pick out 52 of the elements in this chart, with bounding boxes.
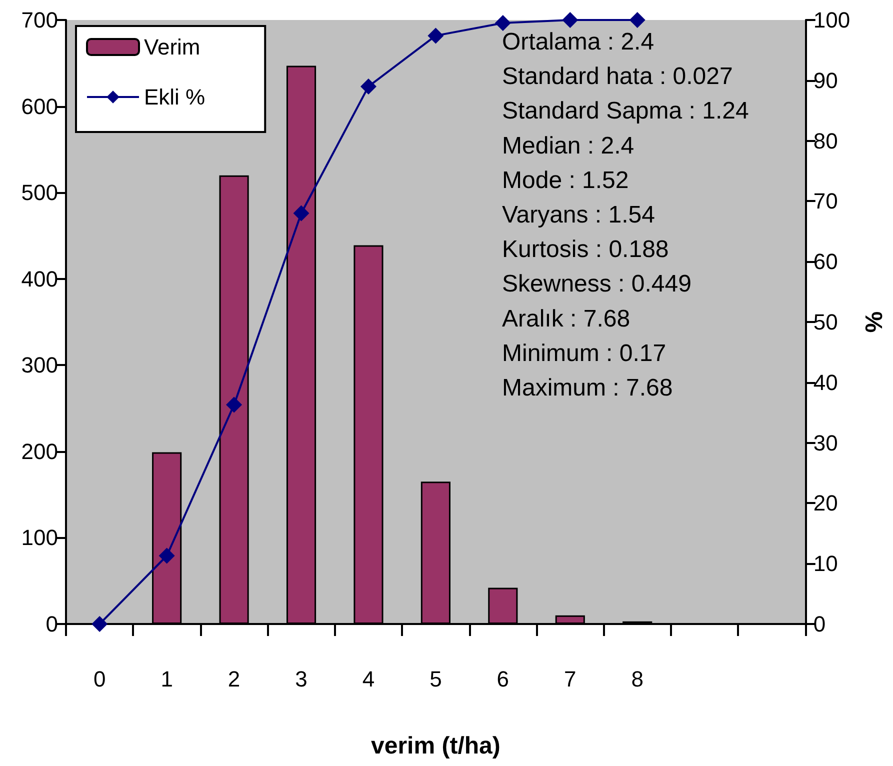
annotation: Varyans : 1.54 bbox=[502, 202, 655, 228]
y-tick-label: 400 bbox=[21, 266, 58, 292]
x-tick-label: 6 bbox=[496, 666, 510, 692]
x-tick-label: 7 bbox=[564, 666, 576, 692]
point bbox=[226, 396, 242, 413]
y2-axis-title: % bbox=[860, 311, 886, 333]
annotation: Maximum : 7.68 bbox=[502, 374, 673, 402]
x-axis-title: verim (t/ha) bbox=[371, 732, 500, 760]
y-tick-label: 300 bbox=[21, 352, 58, 378]
legend-label: Verim bbox=[144, 34, 200, 60]
x-tick-label: 4 bbox=[362, 666, 375, 692]
x-tick-label: 1 bbox=[160, 666, 173, 692]
point bbox=[428, 28, 444, 44]
y2-tick-label: 90 bbox=[813, 68, 838, 93]
y2-tick-label: 60 bbox=[813, 249, 838, 274]
y2-tick-label: 20 bbox=[813, 490, 838, 516]
y-tick-label: 700 bbox=[21, 8, 58, 32]
legend-label: Ekli % bbox=[144, 84, 206, 110]
y2-tick-label: 40 bbox=[813, 370, 838, 395]
y2-tick-label: 70 bbox=[813, 188, 838, 214]
y-tick-label: 0 bbox=[46, 612, 58, 636]
x-tick-label: 5 bbox=[430, 666, 442, 692]
y2-tick-label: 30 bbox=[813, 430, 838, 456]
y2-tick-label: 50 bbox=[813, 310, 838, 334]
point bbox=[494, 15, 511, 32]
y-tick-label: 500 bbox=[21, 180, 58, 206]
point bbox=[629, 12, 646, 28]
y2-tick-label: 0 bbox=[813, 612, 826, 636]
x-tick-label: 3 bbox=[295, 666, 308, 692]
y-tick-label: 100 bbox=[21, 525, 58, 550]
y2-tick-label: 100 bbox=[813, 8, 850, 32]
annotation: Standard hata : 0.027 bbox=[502, 63, 733, 90]
x-tick-label: 2 bbox=[228, 666, 240, 692]
y-tick-label: 200 bbox=[21, 438, 58, 464]
annotation: Skewness : 0.449 bbox=[502, 270, 692, 298]
y2-tick-label: 10 bbox=[813, 551, 838, 576]
point bbox=[92, 616, 108, 632]
x-tick-label: 0 bbox=[93, 666, 106, 692]
annotation: Kurtosis : 0.188 bbox=[502, 236, 669, 264]
point bbox=[293, 205, 310, 222]
annotation: Median : 2.4 bbox=[502, 132, 634, 160]
annotation: Standard Sapma : 1.24 bbox=[502, 98, 749, 125]
x-tick-label: 8 bbox=[631, 666, 644, 692]
y-tick-label: 600 bbox=[21, 94, 58, 119]
annotation: Ortalama : 2.4 bbox=[502, 28, 654, 56]
point bbox=[562, 12, 578, 28]
point bbox=[158, 548, 175, 564]
annotation: Minimum : 0.17 bbox=[502, 340, 666, 367]
y2-tick-label: 80 bbox=[813, 128, 838, 154]
annotation: Mode : 1.52 bbox=[502, 166, 629, 194]
annotation: Aralık : 7.68 bbox=[502, 305, 630, 332]
point bbox=[360, 78, 376, 94]
